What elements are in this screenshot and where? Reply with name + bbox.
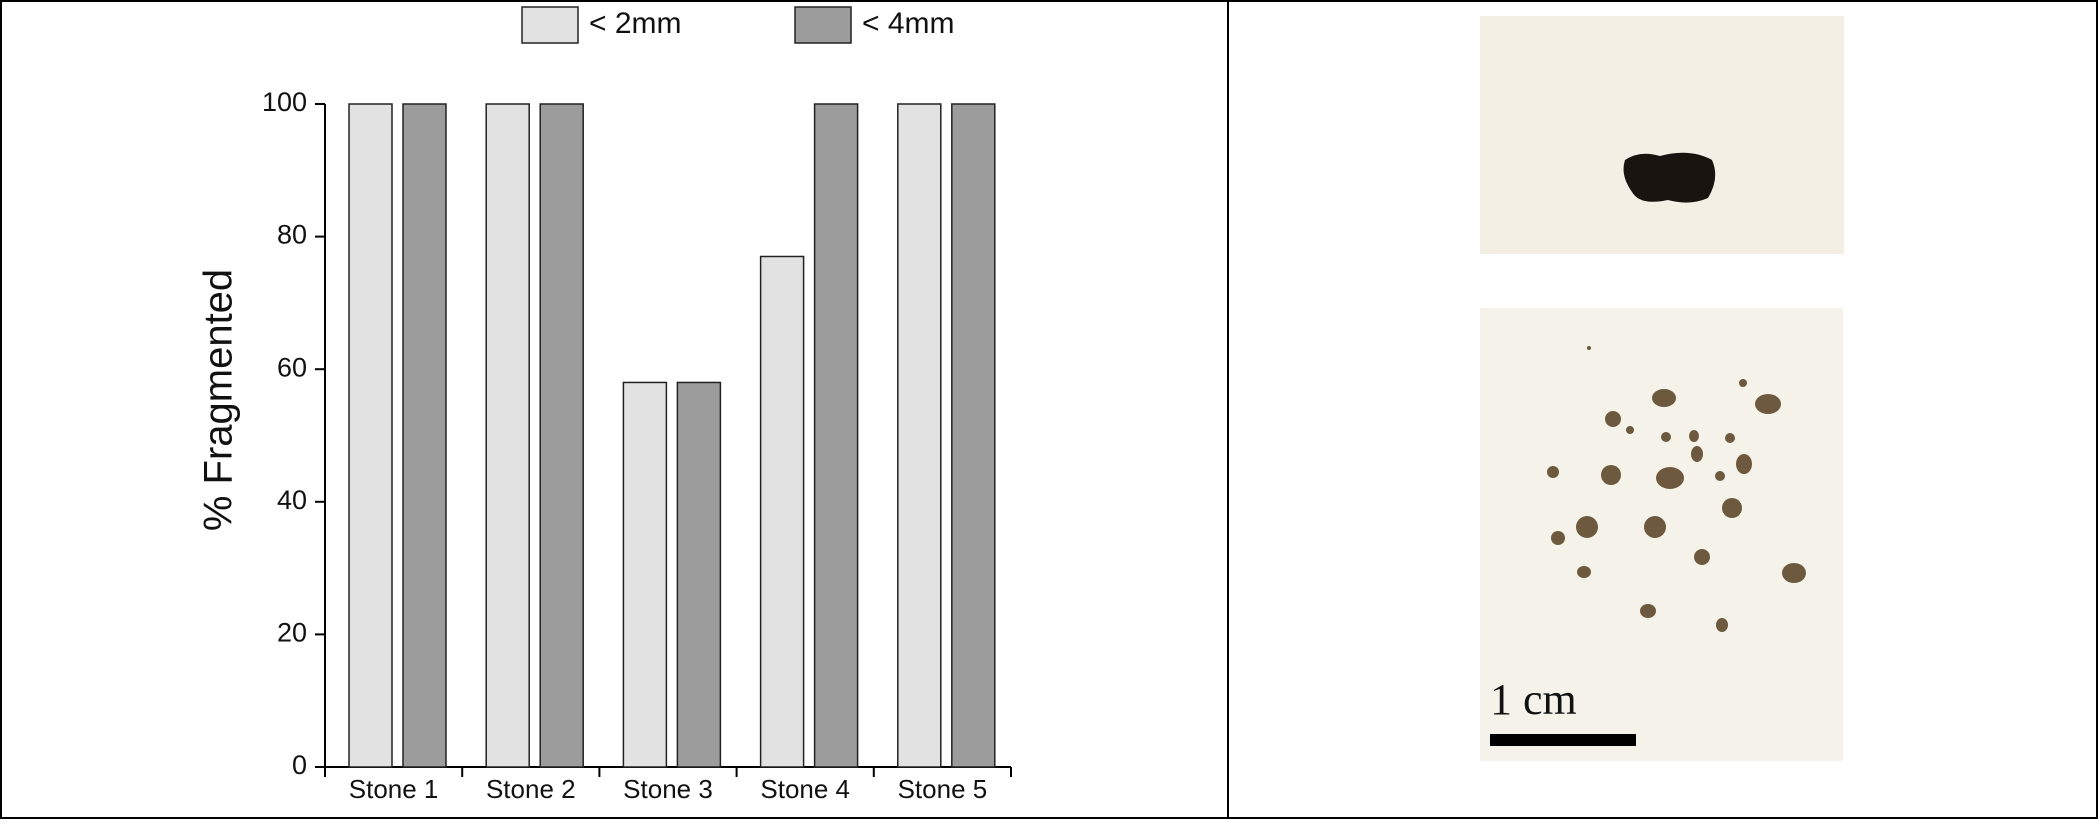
scale-bar (1490, 734, 1636, 746)
chart: % Fragmented 0 20 40 60 80 100 Stone 1 Stone 2 S… (197, 6, 1012, 804)
x-tick-label: Stone 5 (898, 774, 988, 804)
bar (813, 103, 859, 768)
photo-intact-stone (1480, 16, 1844, 254)
y-axis-label: % Fragmented (197, 269, 241, 531)
bar (622, 381, 668, 768)
bar (759, 255, 805, 768)
fragments (1547, 346, 1806, 632)
x-tick-label: Stone 3 (623, 774, 713, 804)
bar (897, 103, 942, 768)
bar (485, 103, 530, 768)
bar (951, 103, 996, 768)
legend-label: < 4mm (862, 7, 955, 40)
bar (348, 103, 393, 768)
legend-swatch (521, 6, 579, 44)
bar (676, 381, 722, 768)
legend-label: < 2mm (589, 7, 682, 40)
y-tick-label: 0 (292, 750, 307, 780)
x-tick-label: Stone 1 (349, 774, 439, 804)
bar (402, 103, 447, 768)
y-tick-label: 100 (262, 87, 307, 117)
x-tick-label: Stone 4 (760, 774, 850, 804)
y-tick-label: 80 (277, 220, 307, 250)
bar (539, 103, 584, 768)
intact-stone (1623, 152, 1716, 203)
photos: 1 cm (1480, 16, 1844, 761)
y-tick-label: 20 (277, 618, 307, 648)
y-tick-label: 40 (277, 485, 307, 515)
legend-swatch (794, 6, 852, 44)
x-tick-label: Stone 2 (486, 774, 576, 804)
y-tick-label: 60 (277, 352, 307, 382)
scale-bar-label: 1 cm (1490, 675, 1577, 724)
